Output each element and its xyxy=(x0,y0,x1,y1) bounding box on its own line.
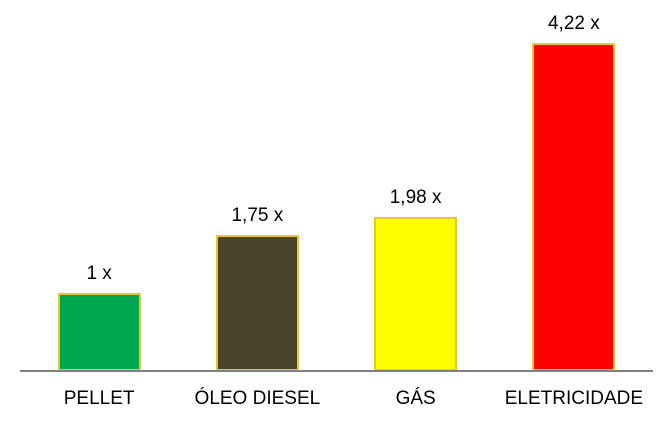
bar-gas xyxy=(374,217,458,371)
category-label-gas: GÁS xyxy=(395,388,436,409)
data-label-gas: 1,98 x xyxy=(389,187,442,208)
bar-oleo-diesel xyxy=(215,235,299,371)
bar-pellet xyxy=(57,293,141,371)
category-label-eletricidade: ELETRICIDADE xyxy=(504,388,644,409)
x-axis-line xyxy=(20,370,653,372)
category-label-oleo-diesel: ÓLEO DIESEL xyxy=(194,388,321,409)
category-label-pellet: PELLET xyxy=(63,388,135,409)
data-label-oleo-diesel: 1,75 x xyxy=(231,205,284,226)
data-label-eletricidade: 4,22 x xyxy=(547,13,600,34)
bar-eletricidade xyxy=(532,43,616,371)
data-label-pellet: 1 x xyxy=(86,263,112,284)
